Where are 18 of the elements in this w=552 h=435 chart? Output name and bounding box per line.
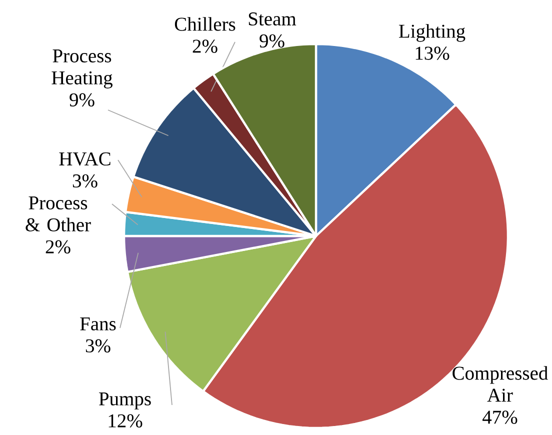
slice-label: Compressed Air [452, 366, 548, 402]
slice-label: Chillers [174, 17, 236, 31]
data-label: 3% [72, 174, 98, 188]
data-label: 2% [46, 240, 70, 254]
data-label: 13% [416, 46, 450, 60]
slice-label: Pumps [99, 392, 151, 410]
slice-label: Steam [248, 12, 296, 26]
slice-label: Lighting [398, 24, 466, 42]
data-label: 9% [260, 34, 284, 48]
data-label: 2% [192, 40, 218, 53]
data-label: 3% [86, 339, 110, 352]
slice-label: Fans [80, 317, 116, 330]
data-label: 9% [70, 93, 94, 106]
slice-label: Process Heating [52, 49, 113, 88]
data-label: 12% [108, 414, 142, 428]
slice-label: Process & Other [26, 196, 91, 232]
slice-label: HVAC [59, 152, 110, 166]
data-label: 47% [482, 410, 518, 424]
